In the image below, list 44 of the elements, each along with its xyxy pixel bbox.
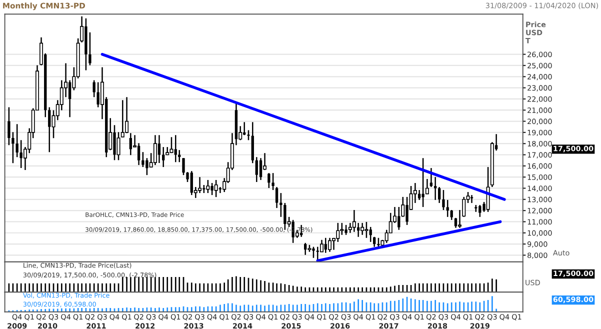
- candlestick: [92, 80, 96, 98]
- candlestick: [153, 134, 157, 166]
- candlestick: [425, 178, 429, 195]
- candlestick: [206, 179, 210, 194]
- candlestick: [320, 239, 324, 252]
- candlestick: [280, 192, 282, 218]
- candlestick: [438, 186, 441, 204]
- candlestick: [360, 222, 364, 236]
- candlestick: [158, 134, 161, 164]
- candlestick: [247, 130, 250, 141]
- candlestick: [120, 100, 124, 138]
- candlestick: [470, 194, 474, 204]
- candlestick: [182, 157, 185, 176]
- candlestick: [272, 172, 274, 191]
- candlestick: [430, 167, 433, 188]
- candlestick: [364, 221, 368, 239]
- candlestick: [116, 131, 120, 161]
- candlestick: [450, 209, 453, 221]
- candlestick: [268, 172, 270, 189]
- candlestick: [198, 176, 202, 194]
- candlestick: [255, 156, 258, 183]
- candlestick: [418, 189, 421, 201]
- candlestick: [16, 124, 18, 158]
- candlestick: [336, 222, 340, 243]
- candlestick: [275, 186, 278, 209]
- candlestick: [8, 106, 10, 146]
- candlestick: [454, 217, 458, 228]
- candlestick: [170, 136, 174, 154]
- candlestick: [259, 157, 262, 181]
- candlestick: [422, 157, 424, 208]
- candlestick: [478, 204, 482, 218]
- candlestick: [442, 189, 445, 211]
- candlestick: [68, 80, 72, 118]
- candlestick: [162, 146, 165, 168]
- candlestick: [88, 32, 92, 66]
- candlestick: [214, 179, 218, 198]
- candlestick: [137, 142, 140, 166]
- candlestick: [12, 131, 14, 164]
- candlestick: [125, 96, 129, 134]
- candlestick: [328, 237, 332, 252]
- candlestick: [142, 151, 144, 168]
- candlestick: [373, 236, 376, 248]
- candlestick: [446, 199, 449, 218]
- candlestick: [304, 242, 307, 256]
